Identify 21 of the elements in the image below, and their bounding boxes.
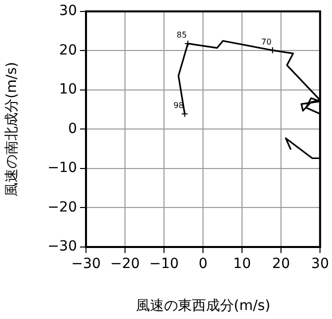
x-tick-label: 0 — [198, 256, 208, 272]
x-tick-label: 10 — [233, 256, 251, 272]
annotation: 70 — [261, 37, 272, 46]
x-axis-title: 風速の東西成分(m/s) — [136, 298, 270, 314]
y-axis-title: 風速の南北成分(m/s) — [4, 62, 20, 196]
y-tick-label: −20 — [47, 199, 77, 216]
y-tick-label: 0 — [68, 120, 77, 137]
x-tick-label: −30 — [71, 256, 101, 272]
point — [184, 40, 192, 48]
x-tick-label: 20 — [272, 256, 290, 272]
y-tick-label: 20 — [59, 42, 77, 58]
x-tick-label: 30 — [311, 256, 330, 272]
y-tick-label: −10 — [47, 160, 77, 176]
point — [268, 46, 276, 54]
annotation: 85 — [176, 30, 187, 40]
y-tick-label: 10 — [59, 82, 77, 98]
x-tick-label: −20 — [110, 256, 140, 272]
x-tick-label: −10 — [149, 256, 179, 272]
y-tick-label: 30 — [59, 3, 77, 20]
y-tick-label: −30 — [47, 238, 77, 255]
annotation: 98 — [174, 100, 184, 110]
